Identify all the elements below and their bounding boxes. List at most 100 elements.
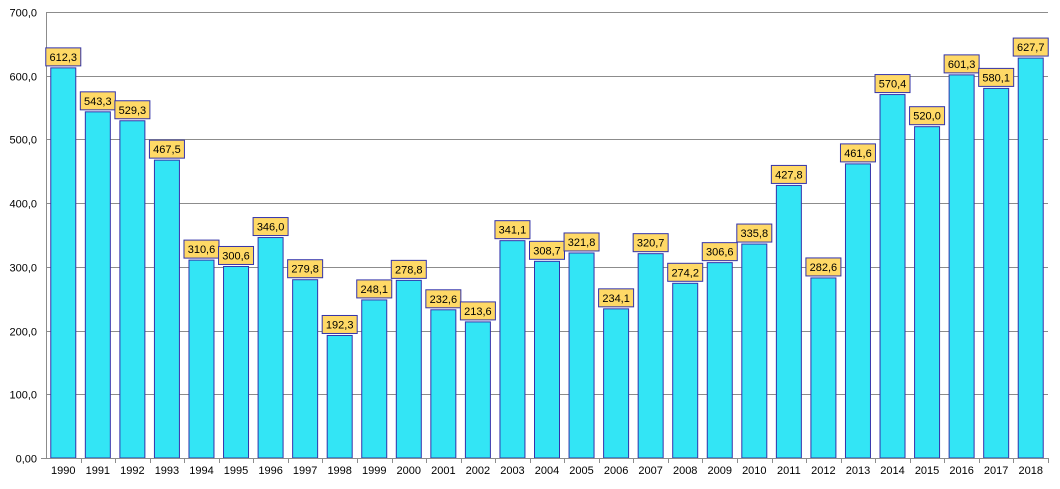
data-label: 529,3 — [119, 105, 147, 117]
bar-2015 — [914, 126, 941, 459]
data-label-box — [356, 279, 393, 299]
x-tick-label: 1998 — [327, 465, 351, 477]
data-label-box — [701, 242, 738, 262]
data-label: 306,6 — [706, 247, 734, 259]
x-tick-label: 1991 — [86, 465, 110, 477]
data-label-box — [839, 143, 876, 163]
y-tick-label: 400,0 — [9, 199, 37, 211]
data-label: 467,5 — [153, 144, 181, 156]
bar-1999 — [361, 299, 388, 459]
x-tick-label: 1992 — [120, 465, 144, 477]
data-label-box — [252, 217, 289, 237]
data-label-box — [667, 262, 704, 282]
data-label: 461,6 — [844, 148, 872, 160]
bar-2005 — [568, 252, 595, 459]
data-label: 520,0 — [913, 111, 941, 123]
x-tick-label: 2004 — [535, 465, 559, 477]
bar-2006 — [603, 308, 630, 459]
bar-2012 — [810, 277, 837, 459]
x-tick-label: 2013 — [846, 465, 870, 477]
bars — [50, 57, 1044, 459]
data-label-box — [390, 259, 427, 279]
bar-1991 — [84, 111, 111, 459]
bar-1992 — [119, 120, 146, 459]
x-tick-label: 2006 — [604, 465, 628, 477]
data-label-box — [632, 233, 669, 253]
data-label-box — [943, 54, 980, 74]
bar-1994 — [188, 259, 215, 459]
y-tick-label: 500,0 — [9, 135, 37, 147]
x-tick-label: 1994 — [189, 465, 213, 477]
axes: 0,00 100,0 200,0 300,0 400,0 500,0 600,0 700,0 1… — [9, 8, 1049, 477]
x-tick-label: 2008 — [673, 465, 697, 477]
data-label-box — [287, 259, 324, 279]
x-tick-label: 2010 — [742, 465, 766, 477]
x-tick-label: 2012 — [811, 465, 835, 477]
bar-1993 — [153, 159, 180, 459]
data-label: 232,6 — [430, 294, 458, 306]
data-label-box — [563, 232, 600, 252]
bar-2013 — [844, 163, 871, 459]
data-label-box — [1012, 37, 1049, 57]
x-tick-label: 2016 — [949, 465, 973, 477]
x-tick-label: 1999 — [362, 465, 386, 477]
bar-2011 — [775, 184, 802, 459]
bar-2017 — [983, 87, 1010, 459]
data-label-box — [114, 100, 151, 120]
data-label: 278,8 — [395, 264, 423, 276]
y-tick-label: 0,00 — [16, 454, 37, 466]
bar-2002 — [464, 321, 491, 459]
data-label-box — [770, 164, 807, 184]
data-label-box — [425, 289, 462, 309]
bar-2000 — [395, 279, 422, 459]
bar-2018 — [1017, 57, 1044, 459]
data-label-box — [978, 67, 1015, 87]
x-tick-label: 2007 — [638, 465, 662, 477]
data-label: 321,8 — [568, 237, 596, 249]
bar-1998 — [326, 334, 353, 459]
data-label: 320,7 — [637, 238, 665, 250]
bar-2007 — [637, 253, 664, 459]
data-label-box — [598, 288, 635, 308]
x-tick-label: 2005 — [569, 465, 593, 477]
bar-1997 — [292, 279, 319, 459]
data-label: 612,3 — [50, 52, 78, 64]
bar-2008 — [672, 282, 699, 459]
data-label-box — [218, 245, 255, 265]
y-tick-label: 200,0 — [9, 327, 37, 339]
y-tick-label: 100,0 — [9, 390, 37, 402]
data-label-box — [494, 220, 531, 240]
data-label: 308,7 — [533, 245, 561, 257]
x-tick-label: 2001 — [431, 465, 455, 477]
x-tick-label: 2018 — [1018, 465, 1042, 477]
data-label: 248,1 — [360, 284, 388, 296]
data-label-box — [321, 314, 358, 334]
x-tick-label: 1996 — [258, 465, 282, 477]
data-label: 310,6 — [188, 244, 216, 256]
data-label-box — [736, 223, 773, 243]
data-label-box — [45, 47, 82, 67]
bar-2016 — [948, 74, 975, 459]
data-label-box — [148, 139, 185, 159]
data-label: 274,2 — [671, 267, 699, 279]
data-label: 627,7 — [1017, 42, 1045, 54]
bar-2014 — [879, 94, 906, 459]
data-label: 279,8 — [291, 264, 319, 276]
bar-2009 — [706, 262, 733, 459]
bar-2003 — [499, 240, 526, 459]
y-tick-label: 700,0 — [9, 8, 37, 20]
bar-2010 — [741, 243, 768, 459]
data-label: 570,4 — [879, 79, 907, 91]
x-tick-label: 2002 — [466, 465, 490, 477]
data-label-box — [459, 301, 496, 321]
bar-1996 — [257, 237, 284, 459]
bar-1990 — [50, 67, 77, 459]
x-tick-label: 2011 — [777, 465, 801, 477]
x-tick-label: 1990 — [51, 465, 75, 477]
bar-2001 — [430, 309, 457, 459]
data-label: 282,6 — [810, 262, 838, 274]
bar-1995 — [223, 265, 250, 459]
data-label: 300,6 — [222, 250, 250, 262]
